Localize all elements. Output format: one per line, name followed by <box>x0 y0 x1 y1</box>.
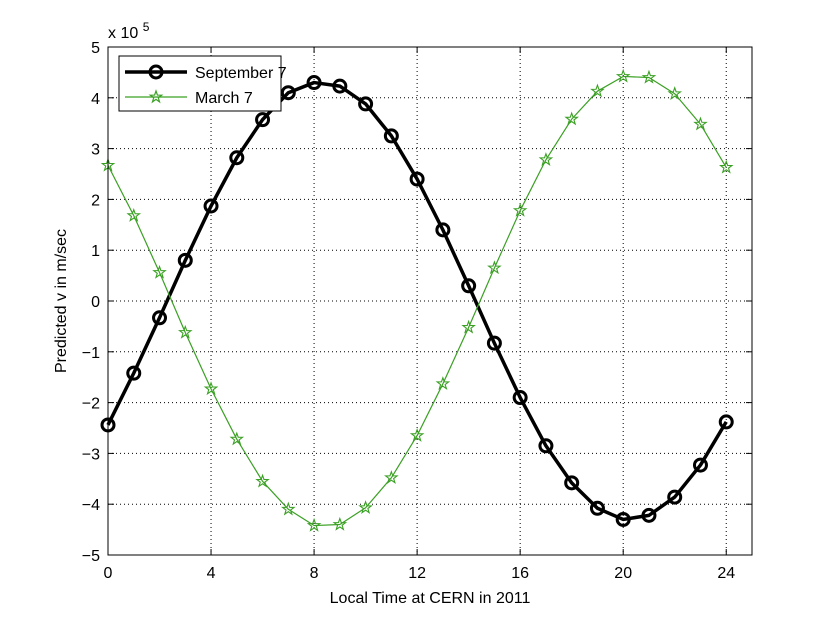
data-point <box>667 86 683 100</box>
data-point <box>409 171 425 187</box>
data-point <box>255 473 270 488</box>
data-point <box>487 260 502 275</box>
x-tick-label: 4 <box>207 565 216 582</box>
legend-label-september: September 7 <box>195 65 287 82</box>
data-point <box>332 78 348 94</box>
data-point <box>152 264 167 279</box>
data-point <box>383 128 399 144</box>
data-point <box>203 381 219 396</box>
series-line <box>106 80 728 522</box>
data-point <box>409 427 425 442</box>
data-point <box>358 96 374 112</box>
data-point <box>641 69 657 84</box>
data-point <box>126 207 142 222</box>
y-tick-label: 4 <box>91 91 100 108</box>
data-point <box>177 252 193 268</box>
data-point <box>281 501 296 516</box>
series-line <box>107 75 727 527</box>
x-tick-label: 0 <box>104 565 113 582</box>
y-scale-label: x 10 5 <box>108 20 150 42</box>
y-axis-label: Predicted v in m/sec <box>53 229 70 373</box>
data-point <box>332 516 348 531</box>
grid <box>108 47 752 555</box>
x-tick-label: 12 <box>408 565 426 582</box>
data-point <box>152 310 168 326</box>
data-point <box>590 83 605 98</box>
data-point <box>615 511 631 527</box>
data-point <box>280 85 296 101</box>
data-point <box>564 475 580 491</box>
legend-marker-september <box>148 64 164 80</box>
data-point <box>512 390 528 406</box>
x-tick-label: 16 <box>511 565 529 582</box>
series-circle <box>100 75 734 527</box>
data-point <box>255 112 271 128</box>
data-point <box>203 198 219 214</box>
data-point <box>306 517 322 532</box>
y-tick-label: −3 <box>82 446 100 463</box>
data-point <box>564 111 579 126</box>
y-scale-exponent: 5 <box>143 20 150 34</box>
data-point <box>538 438 554 454</box>
data-point <box>512 202 528 217</box>
legend: September 7 March 7 <box>118 55 287 112</box>
data-point <box>177 324 193 339</box>
y-tick-label: −5 <box>82 548 100 565</box>
data-point <box>718 159 734 174</box>
data-point <box>126 365 142 381</box>
data-point <box>461 278 477 294</box>
data-point <box>718 414 734 430</box>
y-tick-label: 2 <box>91 192 100 209</box>
legend-box <box>118 55 282 112</box>
data-point <box>692 457 708 473</box>
data-point <box>641 507 657 523</box>
legend-label-march: March 7 <box>195 90 253 107</box>
data-point <box>306 75 322 91</box>
data-point <box>384 470 399 484</box>
y-tick-label: −1 <box>82 345 100 362</box>
x-tick-label: 20 <box>614 565 632 582</box>
data-point <box>693 116 708 131</box>
data-point <box>229 150 245 166</box>
series-star <box>100 68 734 532</box>
y-tick-label: 3 <box>91 142 100 159</box>
data-point <box>589 500 605 516</box>
data-point <box>538 152 554 166</box>
data-point <box>615 68 631 83</box>
data-point <box>435 376 451 391</box>
series-layer <box>100 68 734 532</box>
y-scale-base: x 10 <box>108 25 138 42</box>
x-tick-label: 24 <box>717 565 735 582</box>
data-point <box>229 431 245 446</box>
data-point <box>461 319 476 334</box>
data-point <box>358 500 373 514</box>
data-point <box>667 489 683 505</box>
data-point <box>435 222 451 238</box>
legend-marker-march <box>148 89 164 104</box>
x-tick-label: 8 <box>310 565 319 582</box>
y-tick-label: 0 <box>91 294 100 311</box>
y-tick-label: −4 <box>82 497 100 514</box>
data-point <box>486 335 502 351</box>
x-axis-label: Local Time at CERN in 2011 <box>330 590 531 607</box>
y-tick-label: −2 <box>82 396 100 413</box>
y-tick-label: 1 <box>91 243 100 260</box>
y-tick-label: 5 <box>91 40 100 57</box>
